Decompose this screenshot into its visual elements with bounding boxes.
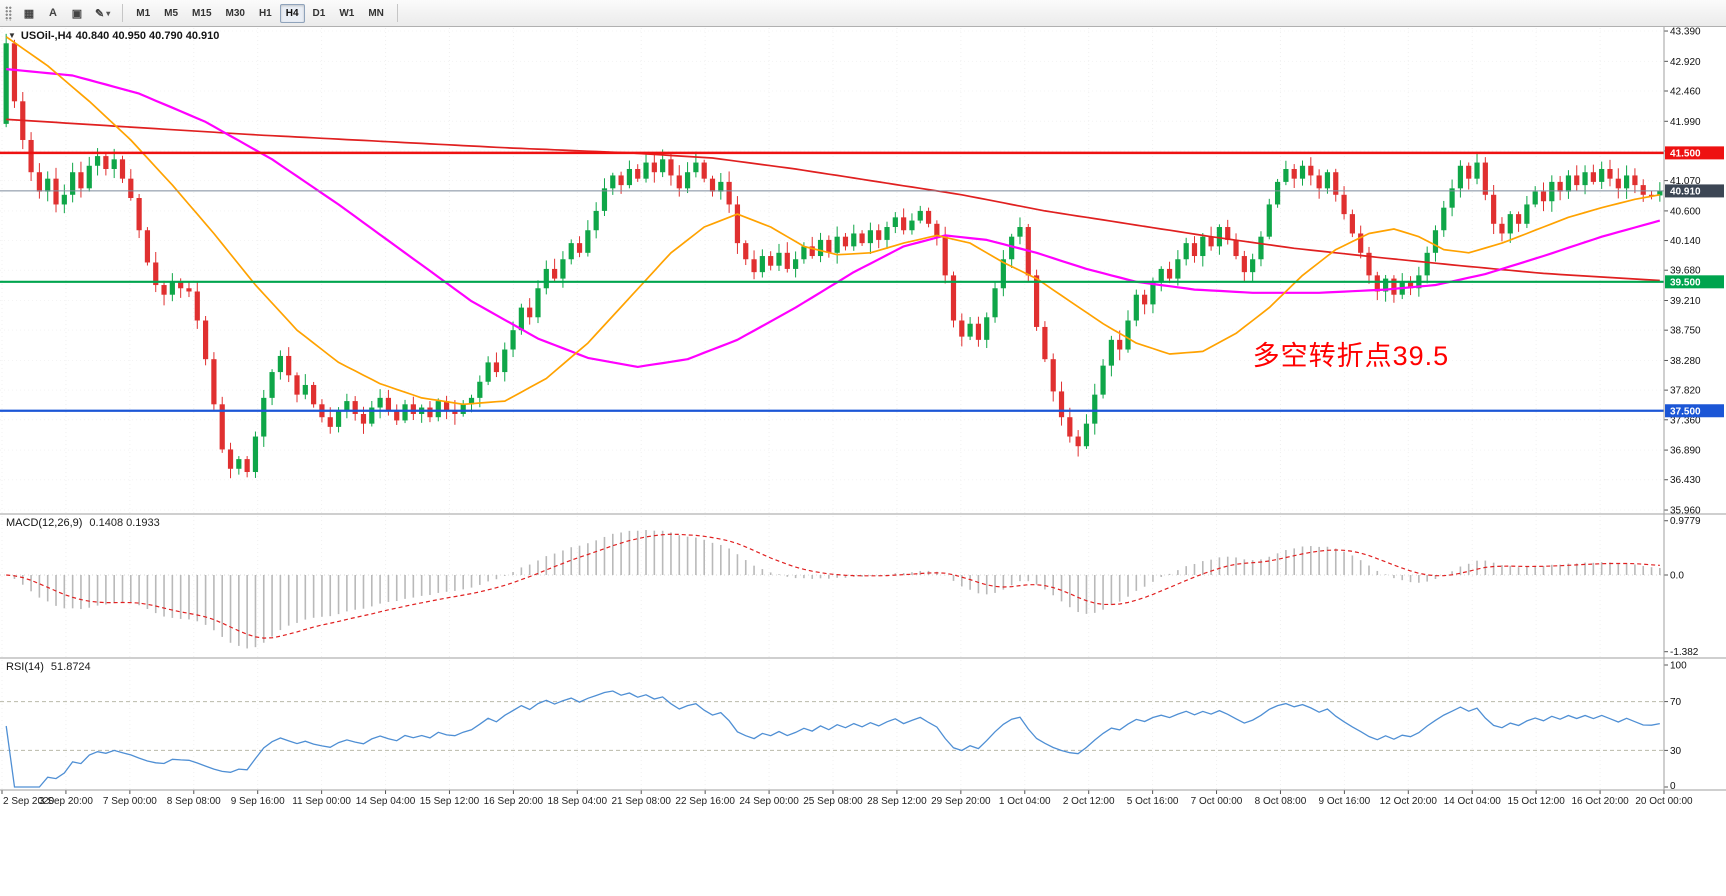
timeframe-d1-button[interactable]: D1	[307, 4, 332, 23]
charts-grid-icon: ▦	[23, 7, 35, 20]
svg-text:35.960: 35.960	[1670, 506, 1701, 517]
svg-text:0.9779: 0.9779	[1670, 516, 1701, 527]
svg-text:40.910: 40.910	[1670, 186, 1701, 197]
svg-text:41.500: 41.500	[1670, 148, 1701, 159]
svg-text:25 Sep 08:00: 25 Sep 08:00	[803, 796, 863, 807]
svg-text:40.600: 40.600	[1670, 206, 1701, 217]
svg-text:36.890: 36.890	[1670, 446, 1701, 457]
ohlc-values: 40.840 40.950 40.790 40.910	[75, 30, 220, 42]
toolbar-separator	[396, 4, 398, 22]
tool-charts-grid-button[interactable]: ▦	[18, 3, 40, 24]
svg-text:8 Oct 08:00: 8 Oct 08:00	[1255, 796, 1307, 807]
svg-text:2 Sep 2020: 2 Sep 2020	[3, 796, 55, 807]
svg-text:37.500: 37.500	[1670, 406, 1701, 417]
svg-text:16 Sep 20:00: 16 Sep 20:00	[484, 796, 544, 807]
svg-text:22 Sep 16:00: 22 Sep 16:00	[675, 796, 735, 807]
symbol-period-label: USOil-,H4	[20, 30, 72, 42]
svg-text:-1.382: -1.382	[1670, 647, 1699, 658]
svg-text:18 Sep 04:00: 18 Sep 04:00	[548, 796, 608, 807]
svg-text:0.0: 0.0	[1670, 571, 1684, 582]
svg-text:16 Oct 20:00: 16 Oct 20:00	[1571, 796, 1629, 807]
svg-text:15 Oct 12:00: 15 Oct 12:00	[1508, 796, 1566, 807]
svg-text:37.820: 37.820	[1670, 386, 1701, 397]
toolbar-separator	[122, 4, 124, 22]
rsi-indicator-header: RSI(14) 51.8724	[6, 661, 91, 673]
svg-text:20 Oct 00:00: 20 Oct 00:00	[1635, 796, 1693, 807]
dropdown-caret-icon: ▾	[106, 8, 111, 18]
timeframe-m1-button[interactable]: M1	[130, 4, 156, 23]
timeframe-m15-button[interactable]: M15	[186, 4, 217, 23]
rsi-value: 51.8724	[50, 661, 91, 673]
timeframe-h1-button[interactable]: H1	[253, 4, 278, 23]
macd-values: 0.1408 0.1933	[89, 517, 160, 529]
svg-text:28 Sep 12:00: 28 Sep 12:00	[867, 796, 927, 807]
svg-text:15 Sep 12:00: 15 Sep 12:00	[420, 796, 480, 807]
svg-text:37.360: 37.360	[1670, 415, 1701, 426]
svg-text:42.920: 42.920	[1670, 57, 1701, 68]
timeframe-buttons-group: M1 M5 M15 M30 H1 H4 D1 W1 MN	[130, 3, 390, 23]
svg-text:40.140: 40.140	[1670, 236, 1701, 247]
rsi-label: RSI(14)	[6, 661, 44, 673]
svg-text:38.280: 38.280	[1670, 356, 1701, 367]
svg-text:39.500: 39.500	[1670, 277, 1701, 288]
svg-text:0: 0	[1670, 781, 1676, 792]
svg-text:21 Sep 08:00: 21 Sep 08:00	[611, 796, 671, 807]
timeframe-h4-button[interactable]: H4	[279, 3, 305, 23]
one-click-trading-arrow-icon[interactable]: ▼	[8, 31, 16, 40]
svg-text:5 Oct 16:00: 5 Oct 16:00	[1127, 796, 1179, 807]
svg-text:100: 100	[1670, 661, 1687, 672]
tool-annotate-text-button[interactable]: A	[42, 3, 64, 24]
timeframe-m5-button[interactable]: M5	[158, 4, 184, 23]
svg-text:12 Oct 20:00: 12 Oct 20:00	[1380, 796, 1438, 807]
svg-text:2 Oct 12:00: 2 Oct 12:00	[1063, 796, 1115, 807]
svg-text:39.680: 39.680	[1670, 266, 1701, 277]
svg-text:70: 70	[1670, 697, 1682, 708]
chart-annotation-text: 多空转折点39.5	[1252, 341, 1450, 372]
tool-select-box-button[interactable]: ▣	[66, 3, 88, 24]
draw-pencil-icon: ✎	[95, 7, 105, 20]
toolbar: ▦ A ▣ ✎ ▾ M1 M5 M15 M30 H1 H4 D1 W1 MN	[0, 0, 1726, 27]
annotate-text-icon: A	[49, 7, 57, 19]
svg-text:24 Sep 00:00: 24 Sep 00:00	[739, 796, 799, 807]
svg-text:39.210: 39.210	[1670, 296, 1701, 307]
timeframe-m30-button[interactable]: M30	[220, 4, 251, 23]
drawing-tools-group: ▦ A ▣ ✎ ▾	[18, 3, 115, 24]
svg-text:11 Sep 00:00: 11 Sep 00:00	[292, 796, 351, 807]
tool-draw-pencil-button[interactable]: ✎ ▾	[90, 3, 115, 24]
timeframe-mn-button[interactable]: MN	[362, 4, 390, 23]
svg-text:14 Sep 04:00: 14 Sep 04:00	[356, 796, 416, 807]
chart-title: ▼ USOil-,H4 40.840 40.950 40.790 40.910	[8, 30, 223, 42]
svg-text:7 Oct 00:00: 7 Oct 00:00	[1191, 796, 1243, 807]
timeframe-w1-button[interactable]: W1	[333, 4, 360, 23]
svg-text:38.750: 38.750	[1670, 326, 1701, 337]
svg-text:7 Sep 00:00: 7 Sep 00:00	[103, 796, 157, 807]
svg-text:8 Sep 08:00: 8 Sep 08:00	[167, 796, 221, 807]
svg-text:30: 30	[1670, 746, 1682, 757]
svg-text:41.070: 41.070	[1670, 176, 1701, 187]
macd-indicator-header: MACD(12,26,9) 0.1408 0.1933	[6, 517, 160, 529]
svg-text:43.390: 43.390	[1670, 27, 1701, 38]
svg-text:36.430: 36.430	[1670, 475, 1701, 486]
svg-text:1 Oct 04:00: 1 Oct 04:00	[999, 796, 1051, 807]
svg-text:14 Oct 04:00: 14 Oct 04:00	[1444, 796, 1502, 807]
select-box-icon: ▣	[71, 7, 83, 20]
toolbar-drag-handle[interactable]	[5, 5, 12, 21]
svg-text:42.460: 42.460	[1670, 86, 1701, 97]
svg-text:3 Sep 20:00: 3 Sep 20:00	[39, 796, 93, 807]
macd-label: MACD(12,26,9)	[6, 517, 83, 529]
svg-text:29 Sep 20:00: 29 Sep 20:00	[931, 796, 991, 807]
svg-text:9 Sep 16:00: 9 Sep 16:00	[231, 796, 285, 807]
svg-text:41.990: 41.990	[1670, 117, 1701, 128]
svg-text:9 Oct 16:00: 9 Oct 16:00	[1319, 796, 1371, 807]
